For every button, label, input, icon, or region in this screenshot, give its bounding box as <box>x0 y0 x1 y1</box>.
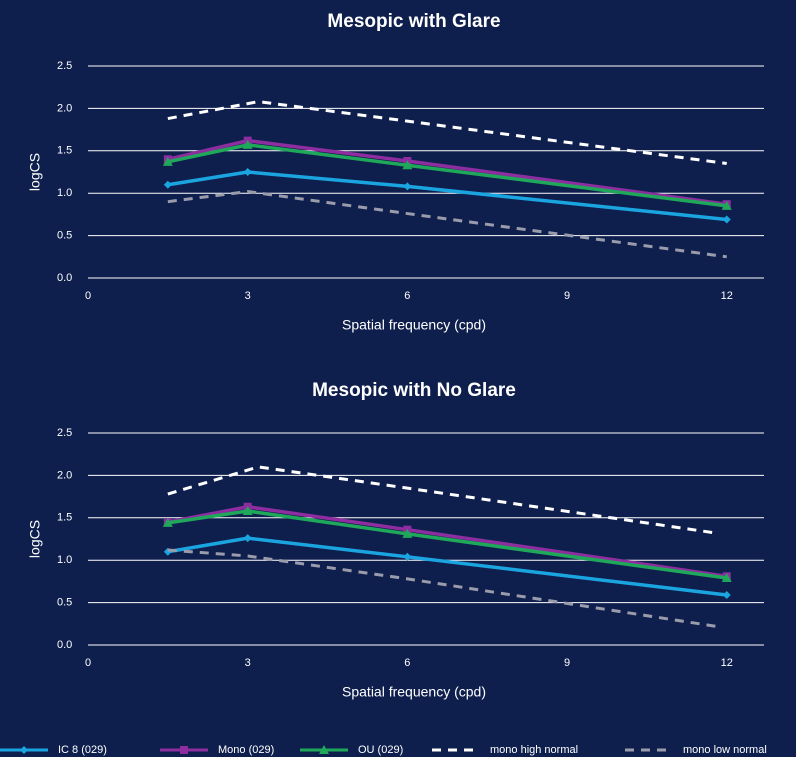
series-line <box>167 189 727 259</box>
series-line <box>167 138 727 206</box>
x-axis-label: Spatial frequency (cpd) <box>342 317 486 333</box>
y-tick-label: 1.5 <box>57 145 72 157</box>
y-axis-label: logCS <box>27 153 43 191</box>
series-line <box>167 548 717 628</box>
y-tick-label: 0.0 <box>57 639 72 651</box>
legend-label: Mono (029) <box>218 744 274 756</box>
chart-title: Mesopic with Glare <box>327 11 500 32</box>
marker <box>243 534 252 543</box>
x-tick-label: 9 <box>564 290 570 302</box>
y-tick-label: 2.0 <box>57 102 72 114</box>
marker <box>242 139 253 149</box>
series-line <box>167 505 727 579</box>
x-tick-label: 3 <box>245 657 251 669</box>
x-tick-label: 12 <box>721 657 733 669</box>
legend-label: OU (029) <box>358 744 403 756</box>
marker <box>722 215 731 224</box>
x-tick-label: 3 <box>245 290 251 302</box>
marker <box>163 180 172 189</box>
marker <box>20 746 28 754</box>
x-tick-label: 6 <box>404 290 410 302</box>
marker <box>162 517 173 527</box>
series-line <box>167 143 727 208</box>
series-line <box>167 536 727 597</box>
y-tick-label: 1.0 <box>57 554 72 566</box>
marker <box>722 590 731 599</box>
marker <box>242 506 253 516</box>
marker <box>403 552 412 561</box>
series-line <box>167 100 727 166</box>
series-line <box>167 465 717 535</box>
x-tick-label: 0 <box>85 657 91 669</box>
series-line <box>167 509 727 580</box>
marker <box>721 200 732 210</box>
marker <box>319 745 329 754</box>
y-tick-label: 0.0 <box>57 272 72 284</box>
y-axis-label: logCS <box>27 520 43 558</box>
y-tick-label: 0.5 <box>57 597 72 609</box>
x-tick-label: 0 <box>85 290 91 302</box>
x-tick-label: 6 <box>404 657 410 669</box>
x-tick-label: 12 <box>721 290 733 302</box>
x-axis-label: Spatial frequency (cpd) <box>342 684 486 700</box>
x-tick-label: 9 <box>564 657 570 669</box>
y-tick-label: 2.5 <box>57 427 72 439</box>
y-tick-label: 2.5 <box>57 60 72 72</box>
y-tick-label: 1.0 <box>57 187 72 199</box>
y-tick-label: 2.0 <box>57 469 72 481</box>
legend-label: mono low normal <box>683 744 767 756</box>
legend-label: mono high normal <box>490 744 578 756</box>
marker <box>162 156 173 166</box>
marker <box>243 168 252 176</box>
chart-title: Mesopic with No Glare <box>312 380 516 401</box>
legend-label: IC 8 (029) <box>58 744 107 756</box>
y-tick-label: 0.5 <box>57 230 72 242</box>
marker <box>721 573 732 583</box>
marker <box>180 746 188 754</box>
marker <box>402 160 413 170</box>
y-tick-label: 1.5 <box>57 512 72 524</box>
marker <box>402 528 413 538</box>
series-line <box>167 170 727 222</box>
marker <box>403 182 412 191</box>
